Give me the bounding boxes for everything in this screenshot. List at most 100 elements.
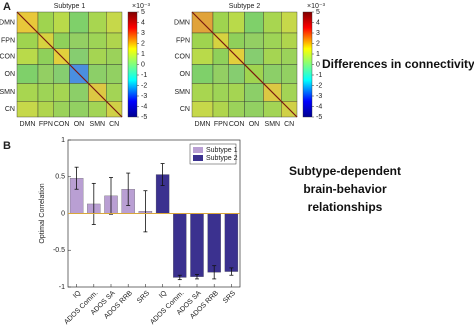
- colorbar-tick-label: 3: [316, 30, 320, 37]
- heatmap-block: [16, 64, 39, 84]
- bar: [190, 213, 204, 277]
- caption: relationships: [308, 200, 383, 214]
- colorbar-tick-label: 5: [141, 9, 145, 16]
- row-label: SMN: [0, 89, 15, 96]
- heatmap-block: [69, 83, 89, 102]
- heatmap-block: [281, 32, 298, 49]
- error-bar: [91, 182, 96, 225]
- colorbar-scale: ×10⁻³: [132, 3, 151, 10]
- heatmap-block: [53, 32, 70, 49]
- colorbar-tick-label: -3: [141, 93, 147, 100]
- heatmap-block: [228, 101, 245, 118]
- heatmap-block: [69, 101, 89, 118]
- heatmap-block: [16, 83, 39, 102]
- colorbar-tick-label: 4: [316, 19, 320, 26]
- heatmap-block: [37, 83, 54, 102]
- colorbar-tick-label: -1: [141, 72, 147, 79]
- heatmap-block: [212, 48, 229, 65]
- heatmap-block: [263, 32, 282, 49]
- y-tick-label: -1: [59, 284, 65, 291]
- heatmap-block: [88, 64, 107, 84]
- panel-label: A: [3, 1, 11, 13]
- map-title: Subtype 1: [54, 3, 86, 10]
- legend-label: Subtype 2: [206, 155, 238, 162]
- col-label: CON: [229, 121, 245, 128]
- colorbar-tick-label: 2: [141, 40, 145, 47]
- diagonal: [191, 11, 298, 118]
- error-bar: [74, 166, 79, 190]
- heatmap-block: [53, 101, 70, 118]
- col-label: SMN: [90, 121, 106, 128]
- x-tick-label: IQ: [158, 289, 169, 300]
- heatmap-block: [106, 11, 123, 34]
- bar: [173, 213, 187, 278]
- heatmap-block: [244, 11, 264, 34]
- colorbar-tick-label: -1: [316, 72, 322, 79]
- heatmap-block: [244, 32, 264, 49]
- row-label: DMN: [174, 19, 190, 26]
- colorbar-tick-label: 0: [141, 61, 145, 68]
- heatmap-block: [53, 11, 70, 34]
- colorbar-tick-label: -2: [141, 82, 147, 89]
- colorbar: [302, 11, 313, 118]
- heatmap-block: [37, 101, 54, 118]
- heatmap-block: [53, 64, 70, 84]
- col-label: CN: [284, 121, 294, 128]
- heatmap-block: [88, 48, 107, 65]
- y-tick-label: 0: [61, 210, 65, 217]
- heatmap-block: [263, 48, 282, 65]
- heatmap-block: [88, 11, 107, 34]
- colorbar-tick-label: -3: [316, 93, 322, 100]
- colorbar-tick-label: 1: [316, 51, 320, 58]
- colorbar-tick-label: -4: [316, 103, 322, 110]
- heatmap-block: [69, 32, 89, 49]
- y-axis-label: Optimal Correlation: [39, 183, 46, 243]
- col-label: DMN: [195, 121, 211, 128]
- heatmap-block: [228, 83, 245, 102]
- heatmap-block: [191, 64, 214, 84]
- legend-swatch: [193, 147, 203, 153]
- row-label: FPN: [1, 38, 15, 45]
- heatmap-block: [281, 48, 298, 65]
- heatmap-block: [106, 48, 123, 65]
- row-label: FPN: [176, 38, 190, 45]
- colorbar-tick-label: -5: [141, 114, 147, 121]
- heatmap-block: [212, 83, 229, 102]
- caption: Subtype-dependent: [289, 164, 401, 178]
- y-tick-label: -0.5: [53, 247, 65, 254]
- heatmap-block: [191, 83, 214, 102]
- caption: Differences in connectivity: [322, 57, 474, 71]
- heatmap-block: [69, 11, 89, 34]
- x-tick-label: IQ: [72, 289, 83, 300]
- x-tick-label: SRS: [136, 290, 151, 305]
- heatmap-block: [37, 11, 54, 34]
- heatmap-block: [281, 83, 298, 102]
- heatmap-block: [16, 101, 39, 118]
- heatmap-block: [244, 101, 264, 118]
- colorbar-tick-label: -5: [316, 114, 322, 121]
- heatmap-block: [88, 32, 107, 49]
- heatmap-block: [191, 32, 214, 49]
- heatmap-block: [263, 101, 282, 118]
- colorbar-tick-label: -2: [316, 82, 322, 89]
- col-label: DMN: [20, 121, 36, 128]
- heatmap-block: [281, 11, 298, 34]
- colorbar-tick-label: 5: [316, 9, 320, 16]
- y-tick-label: 1: [61, 137, 65, 144]
- bar: [207, 213, 221, 273]
- heatmap-block: [69, 48, 89, 65]
- col-label: ON: [249, 121, 260, 128]
- caption: brain-behavior: [303, 182, 387, 196]
- heatmap-block: [16, 32, 39, 49]
- heatmap-block: [263, 64, 282, 84]
- row-label: SMN: [174, 89, 190, 96]
- error-bar: [177, 274, 182, 281]
- row-label: ON: [5, 71, 16, 78]
- colorbar-tick-label: -4: [141, 103, 147, 110]
- col-label: FPN: [39, 121, 53, 128]
- heatmap-block: [37, 64, 54, 84]
- row-label: CN: [5, 106, 15, 113]
- error-bar: [126, 172, 131, 206]
